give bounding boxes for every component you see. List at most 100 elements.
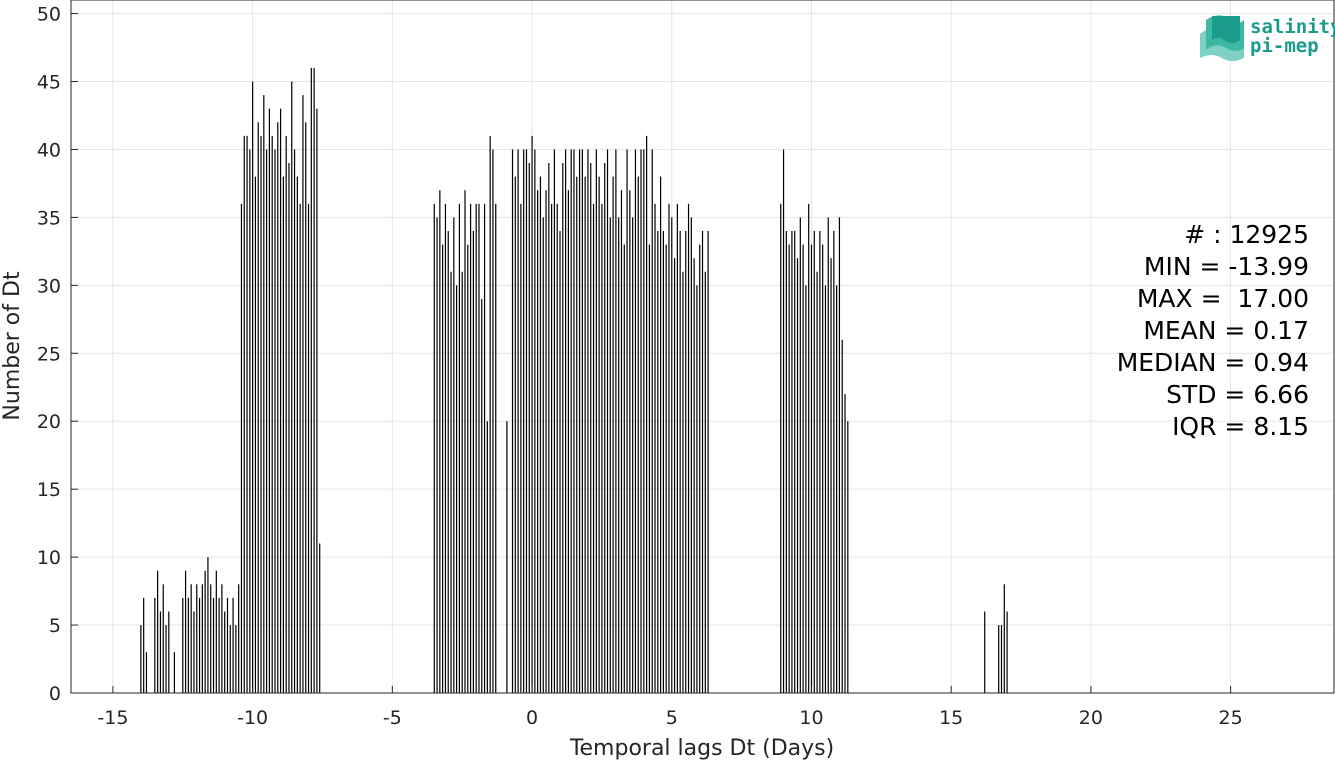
stat-count: # : 12925 <box>1184 220 1309 249</box>
histogram-bar <box>679 231 681 693</box>
histogram-bar <box>609 217 611 694</box>
histogram-bar <box>1000 625 1003 693</box>
histogram-bar <box>439 190 441 693</box>
histogram-bar <box>224 611 226 693</box>
histogram-bar <box>646 135 648 694</box>
x-tick-label: 10 <box>799 707 823 729</box>
histogram-bar <box>140 625 142 693</box>
histogram-bar <box>517 149 519 693</box>
histogram-bar <box>489 135 491 694</box>
histogram-bar <box>182 597 184 693</box>
histogram-bar <box>816 271 818 693</box>
histogram-bar <box>514 176 516 693</box>
histogram-bar <box>243 135 245 694</box>
histogram-bar <box>690 217 692 694</box>
histogram-bar <box>576 176 578 693</box>
histogram-bar <box>562 163 564 693</box>
histogram-bar <box>193 611 195 693</box>
histogram-bar <box>665 244 667 693</box>
histogram-bar <box>461 271 463 693</box>
x-tick-label: -10 <box>237 707 268 729</box>
histogram-bar <box>592 203 595 693</box>
histogram-bar <box>229 625 231 693</box>
histogram-bar <box>433 203 435 693</box>
histogram-bar <box>637 176 639 693</box>
histogram-bar <box>450 271 452 693</box>
histogram-bar <box>207 557 209 693</box>
histogram-bar <box>436 217 438 694</box>
x-tick-label: 15 <box>939 707 963 729</box>
histogram-bar <box>291 81 293 693</box>
histogram-bar <box>601 203 603 693</box>
histogram-bar <box>830 258 832 693</box>
histogram-bar <box>604 163 606 693</box>
histogram-bar <box>998 625 1000 693</box>
histogram-bar <box>699 244 701 693</box>
histogram-bar <box>668 203 670 693</box>
histogram-bar <box>676 203 678 693</box>
y-tick-label: 10 <box>37 547 61 569</box>
histogram-bar <box>469 203 472 693</box>
histogram-bar <box>481 298 483 693</box>
histogram-bar <box>511 149 514 693</box>
histogram-bar <box>173 652 176 693</box>
x-axis-ticks: -15 -10 -5 0 5 10 15 20 25 <box>97 686 1243 729</box>
histogram-bar <box>564 149 567 693</box>
histogram-bar <box>701 231 704 693</box>
histogram-bar <box>847 421 849 693</box>
histogram-bar <box>293 149 296 693</box>
histogram-bar <box>534 149 536 693</box>
y-axis-label: Number of Dt <box>0 271 25 421</box>
histogram-bar <box>447 231 449 693</box>
histogram-bar <box>319 543 321 693</box>
histogram-bar <box>587 149 589 693</box>
histogram-bar <box>626 149 628 693</box>
histogram-bar <box>696 285 698 693</box>
x-tick-label: -5 <box>383 707 402 729</box>
y-tick-label: 40 <box>37 139 61 161</box>
histogram-bar <box>822 244 824 693</box>
histogram-bar <box>584 176 586 693</box>
histogram-bar <box>232 597 234 693</box>
histogram-bar <box>788 244 790 693</box>
histogram-bar <box>299 203 301 693</box>
histogram-bar <box>693 258 695 693</box>
histogram-bar <box>282 176 284 693</box>
histogram-bar <box>578 149 581 693</box>
histogram-bar <box>296 176 298 693</box>
histogram-bar <box>824 285 827 693</box>
histogram-bar <box>528 163 530 693</box>
histogram-bar <box>252 81 254 693</box>
histogram-bar <box>539 176 542 693</box>
histogram-bar <box>620 190 623 693</box>
histogram-bar <box>523 149 525 693</box>
histogram-bar <box>492 149 494 693</box>
histogram-bar <box>307 203 310 693</box>
histogram-bar <box>559 231 561 693</box>
histogram-bar <box>263 95 265 693</box>
histogram-bar <box>623 244 625 693</box>
histogram-bar <box>671 217 673 694</box>
histogram-bar <box>305 122 307 693</box>
stat-median: MEDIAN = 0.94 <box>1117 348 1309 377</box>
histogram-bar <box>531 135 533 694</box>
histogram-bar <box>813 231 815 693</box>
histogram-bar <box>802 244 804 693</box>
histogram-bar <box>240 203 243 693</box>
histogram-bar <box>654 203 656 693</box>
histogram-bar <box>598 176 600 693</box>
stat-mean: MEAN = 0.17 <box>1143 316 1309 345</box>
histogram-bar <box>1003 584 1005 693</box>
histogram-bar <box>444 203 447 693</box>
histogram-bar <box>629 190 631 693</box>
histogram-bar <box>556 203 558 693</box>
histogram-bar <box>545 190 547 693</box>
histogram-bar <box>662 231 664 693</box>
logo-line2: pi-mep <box>1250 35 1319 57</box>
histogram-bar <box>836 285 838 693</box>
histogram-bar <box>184 570 187 693</box>
histogram-bar <box>833 231 835 693</box>
histogram-bar <box>553 149 556 693</box>
histogram-bar <box>456 285 458 693</box>
